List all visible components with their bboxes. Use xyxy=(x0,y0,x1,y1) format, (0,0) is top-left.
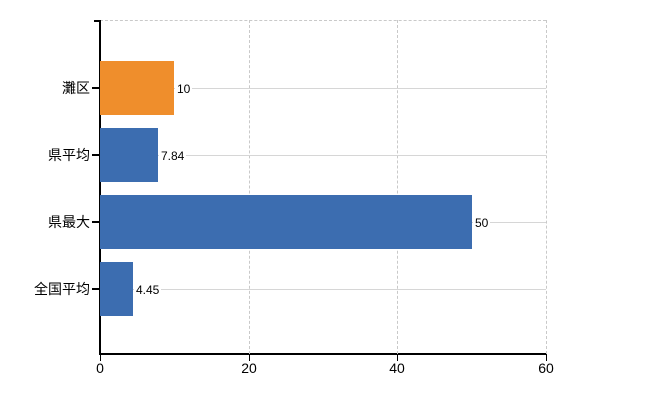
value-label: 10 xyxy=(175,82,193,96)
x-gridline xyxy=(249,20,250,354)
bar-灘区 xyxy=(100,61,174,115)
x-gridline xyxy=(397,20,398,354)
value-label: 50 xyxy=(473,216,491,230)
y-axis-tick xyxy=(92,221,99,223)
value-label: 4.45 xyxy=(134,283,162,297)
y-axis-tick xyxy=(92,288,99,290)
value-leader-line xyxy=(158,155,546,156)
category-label: 灘区 xyxy=(62,80,90,96)
value-leader-line xyxy=(133,289,546,290)
bar-県最大 xyxy=(100,195,472,249)
x-tick-label: 60 xyxy=(538,360,554,376)
x-axis-tick xyxy=(100,355,101,361)
x-gridline xyxy=(546,20,547,354)
x-tick-label: 0 xyxy=(96,360,104,376)
category-label: 全国平均 xyxy=(34,281,90,297)
plot-top-border xyxy=(100,20,546,21)
category-label: 県最大 xyxy=(48,214,90,230)
x-axis-tick xyxy=(249,355,250,361)
x-axis-tick xyxy=(397,355,398,361)
x-tick-label: 20 xyxy=(241,360,257,376)
x-axis-line xyxy=(99,353,547,355)
value-leader-line xyxy=(472,222,546,223)
x-axis-tick xyxy=(546,355,547,361)
x-tick-label: 40 xyxy=(389,360,405,376)
y-axis-line xyxy=(99,20,101,355)
bar-県平均 xyxy=(100,128,158,182)
y-axis-tick xyxy=(92,154,99,156)
bar-全国平均 xyxy=(100,262,133,316)
y-axis-top-tick xyxy=(94,20,101,22)
value-label: 7.84 xyxy=(159,149,187,163)
category-label: 県平均 xyxy=(48,147,90,163)
y-axis-tick xyxy=(92,87,99,89)
value-leader-line xyxy=(174,88,546,89)
